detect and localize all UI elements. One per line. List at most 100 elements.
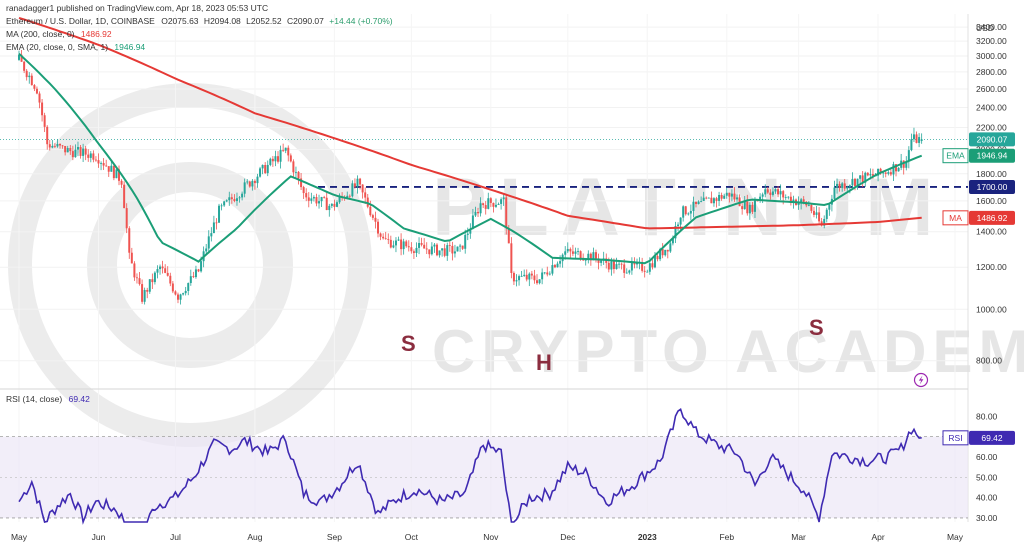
candle-body <box>223 201 226 206</box>
candle-body <box>164 268 167 273</box>
candle-body <box>46 126 49 145</box>
rsi-tag-value: 69.42 <box>981 433 1003 443</box>
candle-body <box>328 205 331 211</box>
candle-body <box>335 202 338 207</box>
watermark-line2: CRYPTO ACADEMY <box>432 318 1024 385</box>
candle-body <box>536 280 539 284</box>
candle-body <box>423 244 426 249</box>
candle-body <box>241 193 244 198</box>
candle-body <box>553 265 556 268</box>
ma200-line <box>18 16 922 230</box>
candle-body <box>266 164 269 174</box>
candle-body <box>125 208 128 229</box>
candle-body <box>33 85 36 89</box>
candle-body <box>887 172 890 174</box>
candle-body <box>282 149 285 151</box>
lightning-icon[interactable] <box>913 372 929 388</box>
candle-body <box>356 178 359 187</box>
candle-body <box>51 145 54 148</box>
candle-body <box>610 261 613 270</box>
candle-body <box>484 205 487 209</box>
candle-body <box>441 248 444 251</box>
ema-tag-value-box <box>969 148 1015 163</box>
candle-body <box>702 197 705 202</box>
candle-body <box>787 196 790 198</box>
ema-legend[interactable]: EMA (20, close, 0, SMA, 1) 1946.94 <box>6 42 145 52</box>
candle-body <box>123 184 126 209</box>
candle-body <box>884 172 887 174</box>
time-tick-label: 2023 <box>638 532 657 542</box>
price-tick-label: 2600.00 <box>976 84 1007 94</box>
candle-body <box>664 249 667 256</box>
candle-body <box>843 183 846 189</box>
candle-body <box>20 54 23 62</box>
time-tick-label: May <box>11 532 28 542</box>
candle-body <box>348 195 351 197</box>
price-tick-label: 2800.00 <box>976 67 1007 77</box>
close-label: C <box>287 16 294 26</box>
candle-body <box>346 195 349 199</box>
candle-body <box>89 153 92 158</box>
candle-body <box>194 269 197 278</box>
candle-body <box>759 196 762 202</box>
candle-body <box>556 263 559 268</box>
candle-body <box>902 160 905 168</box>
rsi-band <box>0 436 968 519</box>
candle-body <box>671 238 674 244</box>
rsi-tick-label: 60.00 <box>976 452 998 462</box>
candle-body <box>105 165 108 167</box>
candle-body <box>743 201 746 210</box>
candle-body <box>228 197 231 201</box>
candle-body <box>271 158 274 162</box>
candle-body <box>48 144 51 148</box>
ema-tag-value: 1946.94 <box>977 151 1008 161</box>
candle-body <box>192 276 195 278</box>
price-tick-label: 1600.00 <box>976 196 1007 206</box>
current-price-tag: 2090.07 <box>969 132 1015 147</box>
candle-body <box>607 262 610 270</box>
candle-body <box>918 137 921 143</box>
rsi-tag-value-box <box>969 430 1015 445</box>
candle-body <box>284 147 287 151</box>
time-tick-label: Oct <box>405 532 419 542</box>
candle-body <box>774 189 777 192</box>
candle-body <box>697 201 700 204</box>
candle-body <box>477 211 480 214</box>
rsi-legend[interactable]: RSI (14, close) 69.42 <box>6 394 90 404</box>
candle-body <box>300 178 303 188</box>
candle-body <box>428 249 431 255</box>
candle-body <box>38 93 41 103</box>
candle-body <box>407 246 410 248</box>
candle-body <box>130 252 133 264</box>
candle-body <box>856 178 859 187</box>
candle-body <box>53 145 56 147</box>
candle-body <box>71 151 74 158</box>
candle-body <box>530 273 533 276</box>
candle-body <box>533 275 536 281</box>
candle-body <box>718 194 721 201</box>
candle-body <box>351 183 354 197</box>
candle-body <box>361 184 364 193</box>
candle-body <box>748 204 751 214</box>
candle-body <box>418 243 421 248</box>
candle-body <box>446 245 449 256</box>
ema-tag-name-box <box>942 148 969 164</box>
candle-body <box>679 217 682 225</box>
candle-body <box>733 193 736 200</box>
candle-body <box>684 206 687 215</box>
candle-body <box>648 263 651 272</box>
candle-body <box>212 222 215 234</box>
rsi-legend-value: 69.42 <box>68 394 90 404</box>
candle-body <box>620 263 623 265</box>
candle-body <box>174 291 177 295</box>
candle-body <box>564 251 567 255</box>
candle-body <box>412 251 415 253</box>
candle-body <box>910 139 913 151</box>
candle-body <box>700 201 703 202</box>
candle-body <box>907 150 910 162</box>
candle-body <box>674 226 677 239</box>
ma-legend[interactable]: MA (200, close, 0) 1486.92 <box>6 29 112 39</box>
candle-body <box>66 148 69 153</box>
candle-body <box>182 293 185 295</box>
candle-body <box>492 202 495 207</box>
